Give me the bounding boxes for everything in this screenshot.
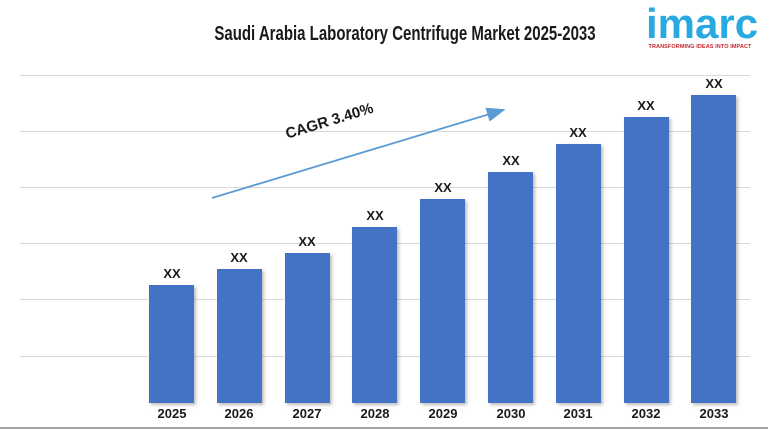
- gridline: [20, 75, 750, 76]
- bar-2028: [352, 227, 397, 403]
- imarc-logo-tagline: TRANSFORMING IDEAS INTO IMPACT: [648, 44, 752, 50]
- bar-2029: [420, 199, 465, 403]
- bar-value-label-2030: XX: [502, 153, 520, 168]
- chart-title: Saudi Arabia Laboratory Centrifuge Marke…: [214, 23, 596, 45]
- imarc-logo: imarc TRANSFORMING IDEAS INTO IMPACT: [646, 0, 759, 51]
- bar-2025: [149, 285, 194, 403]
- x-axis-label-2029: 2029: [428, 406, 458, 421]
- bar-2026: [217, 269, 262, 403]
- bar-2031: [556, 144, 601, 403]
- imarc-logo-text: imarc: [646, 0, 759, 47]
- x-axis-label-2030: 2030: [496, 406, 526, 421]
- x-axis-label-2026: 2026: [224, 406, 254, 421]
- bar-value-label-2027: XX: [298, 234, 316, 249]
- bar-2032: [624, 117, 669, 403]
- bar-value-label-2029: XX: [434, 180, 452, 195]
- bar-value-label-2026: XX: [230, 250, 248, 265]
- x-axis-label-2032: 2032: [631, 406, 661, 421]
- x-axis-label-2033: 2033: [699, 406, 729, 421]
- bar-value-label-2025: XX: [163, 266, 181, 281]
- bar-value-label-2028: XX: [366, 208, 384, 223]
- x-axis-label-2031: 2031: [563, 406, 593, 421]
- gridline: [20, 187, 750, 188]
- x-axis-label-2025: 2025: [157, 406, 187, 421]
- x-axis-label-2028: 2028: [360, 406, 390, 421]
- bar-2030: [488, 172, 533, 403]
- chart-bottom-border: [0, 427, 768, 429]
- bar-value-label-2031: XX: [569, 125, 587, 140]
- bar-value-label-2033: XX: [705, 76, 723, 91]
- x-axis-label-2027: 2027: [292, 406, 322, 421]
- bar-2027: [285, 253, 330, 403]
- gridline: [20, 131, 750, 132]
- bar-value-label-2032: XX: [637, 98, 655, 113]
- bar-2033: [691, 95, 736, 403]
